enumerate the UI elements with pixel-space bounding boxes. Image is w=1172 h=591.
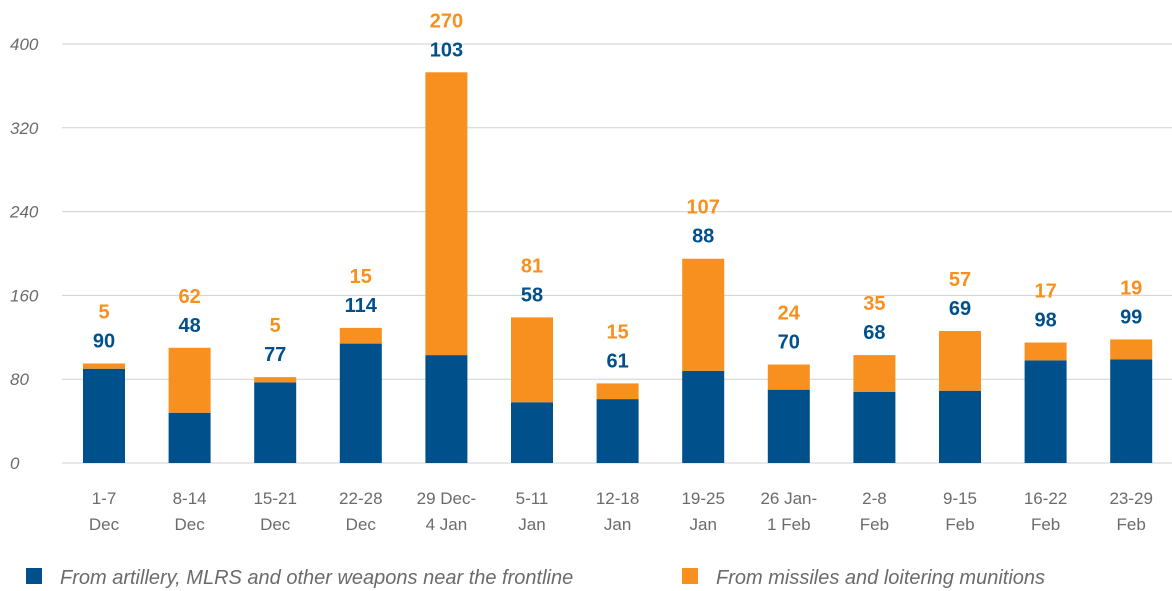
data-label-missiles: 270: [430, 10, 463, 32]
data-label-missiles: 35: [863, 293, 885, 315]
bar-missiles: [254, 377, 297, 383]
bar-missiles: [425, 72, 468, 356]
x-tick-label: Jan: [604, 515, 631, 534]
y-tick-label: 400: [10, 35, 39, 54]
data-label-frontline: 70: [778, 332, 800, 354]
data-label-frontline: 114: [345, 295, 378, 317]
bar-frontline: [425, 355, 468, 463]
x-tick-label: Jan: [518, 515, 545, 534]
x-tick-label: 4 Jan: [426, 515, 468, 534]
data-label-missiles: 81: [521, 255, 543, 277]
legend-label-missiles: From missiles and loitering munitions: [716, 567, 1045, 589]
x-tick-label: 8-14: [173, 489, 207, 508]
bar-frontline: [939, 390, 981, 463]
bar-missiles: [682, 258, 725, 371]
data-label-missiles: 15: [606, 321, 628, 343]
bar-frontline: [682, 370, 725, 463]
x-tick-label: 9-15: [943, 489, 977, 508]
x-tick-label: 23-29: [1109, 489, 1152, 508]
data-label-frontline: 98: [1034, 310, 1056, 332]
data-label-missiles: 62: [178, 286, 200, 308]
data-label-frontline: 77: [264, 344, 286, 366]
y-tick-label: 0: [10, 454, 20, 473]
x-tick-label: Feb: [860, 515, 889, 534]
x-tick-label: 15-21: [253, 489, 296, 508]
bar-frontline: [1024, 360, 1067, 463]
y-tick-label: 240: [9, 203, 39, 222]
bar-missiles: [596, 383, 639, 400]
data-label-missiles: 17: [1034, 281, 1056, 303]
bar-missiles: [1024, 342, 1067, 361]
data-label-frontline: 90: [93, 330, 115, 352]
bar-frontline: [511, 402, 553, 463]
bar-frontline: [1110, 359, 1153, 463]
data-label-frontline: 103: [430, 39, 463, 61]
bar-missiles: [853, 355, 896, 392]
x-tick-label: Feb: [1117, 515, 1146, 534]
x-tick-label: 2-8: [862, 489, 887, 508]
data-labels: 90 5 48 62 77 5 114 15 103 270 58 81 61 15 88 107 70 24 68…: [93, 10, 1142, 372]
data-label-missiles: 15: [350, 266, 372, 288]
bar-frontline: [339, 343, 382, 463]
bar-missiles: [83, 363, 125, 369]
bar-missiles: [1110, 339, 1153, 360]
x-tick-label: 1-7: [92, 489, 117, 508]
legend-swatch-frontline: [26, 568, 42, 584]
x-tick-label: 22-28: [339, 489, 382, 508]
bar-frontline: [767, 389, 810, 463]
legend-swatch-missiles: [682, 568, 698, 584]
bar-frontline: [596, 399, 639, 463]
data-label-frontline: 99: [1120, 306, 1142, 328]
x-tick-label: 12-18: [596, 489, 639, 508]
y-tick-label: 80: [10, 370, 29, 389]
y-tick-label: 320: [10, 119, 39, 138]
data-label-missiles: 19: [1120, 277, 1142, 299]
data-label-frontline: 61: [606, 350, 628, 372]
data-label-missiles: 5: [98, 301, 109, 323]
bar-missiles: [511, 317, 553, 403]
legend-label-frontline: From artillery, MLRS and other weapons n…: [60, 567, 573, 589]
x-tick-label: Feb: [945, 515, 974, 534]
x-tick-label: 5-11: [516, 489, 549, 508]
bar-missiles: [168, 347, 211, 413]
data-label-missiles: 5: [270, 315, 281, 337]
x-tick-label: 1 Feb: [767, 515, 810, 534]
y-tick-label: 160: [10, 286, 39, 305]
data-label-missiles: 57: [949, 269, 971, 291]
x-tick-label: 29 Dec-: [417, 489, 477, 508]
x-tick-label: Feb: [1031, 515, 1060, 534]
bars: [83, 72, 1153, 463]
data-label-frontline: 88: [692, 226, 714, 248]
x-tick-label: Dec: [260, 515, 291, 534]
x-axis-ticks: 1-7 Dec 8-14 Dec 15-21 Dec 22-28 Dec 29 Dec- 4 Ja…: [89, 489, 1153, 534]
data-label-frontline: 48: [178, 315, 200, 337]
x-tick-label: 19-25: [681, 489, 724, 508]
gridlines: [62, 43, 1172, 464]
data-label-missiles: 24: [778, 303, 801, 325]
data-label-frontline: 58: [521, 284, 543, 306]
legend: From artillery, MLRS and other weapons n…: [26, 567, 1045, 589]
x-tick-label: Dec: [174, 515, 205, 534]
bar-missiles: [339, 327, 382, 344]
x-tick-label: Jan: [689, 515, 716, 534]
bar-frontline: [254, 382, 297, 463]
bar-missiles: [939, 331, 981, 391]
y-axis-ticks: 0 80 160 240 320 400: [9, 35, 39, 473]
x-tick-label: 16-22: [1024, 489, 1067, 508]
bar-missiles: [767, 364, 810, 390]
data-label-frontline: 68: [863, 322, 885, 344]
bar-frontline: [168, 412, 211, 463]
data-label-frontline: 69: [949, 298, 971, 320]
x-tick-label: Dec: [346, 515, 377, 534]
x-tick-label: 26 Jan-: [760, 489, 817, 508]
bar-frontline: [853, 391, 896, 463]
x-tick-label: Dec: [89, 515, 120, 534]
bar-frontline: [83, 368, 125, 463]
data-label-missiles: 107: [687, 197, 720, 219]
